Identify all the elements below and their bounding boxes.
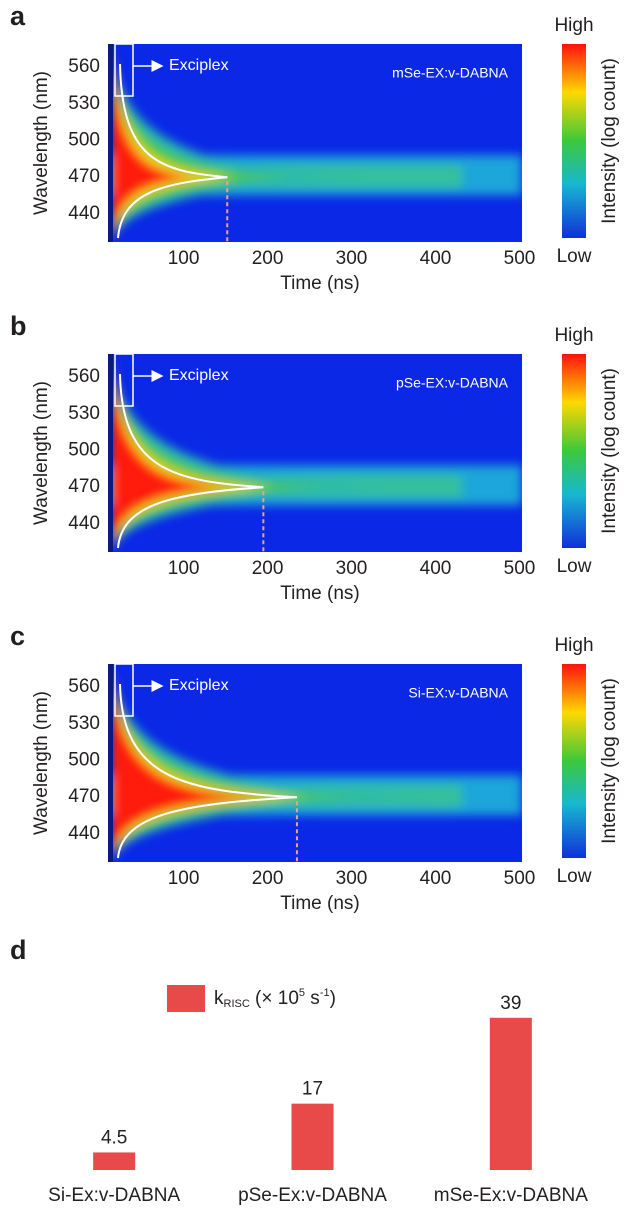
y-tick-label: 440 (68, 823, 100, 844)
heatmap-lobe (111, 44, 238, 242)
exciplex-box (114, 663, 134, 717)
colorbar-high: High (554, 635, 593, 656)
x-tick-label: 300 (336, 248, 368, 269)
colorbar-title: Intensity (log count) (599, 678, 620, 844)
bar (291, 1103, 334, 1170)
heatmap-edge (108, 354, 113, 552)
x-axis-title: Time (ns) (280, 583, 360, 604)
heatmap-edge (108, 44, 113, 242)
heatmap-lobe (111, 44, 198, 242)
x-tick-label: 500 (504, 868, 536, 889)
annotation: Exciplex (169, 57, 229, 74)
x-tick-label: 200 (252, 558, 284, 579)
legend-part: -1 (320, 987, 330, 999)
y-tick-label: 530 (68, 713, 100, 734)
heatmap-background (108, 44, 522, 242)
legend-label: kRISC (× 105 s-1) (214, 987, 336, 1010)
annotation: Exciplex (169, 367, 229, 384)
x-tick-label: Si-Ex:v-DABNA (48, 1185, 180, 1206)
legend-part: s (305, 988, 320, 1009)
bar (489, 1017, 532, 1170)
x-tick-label: 200 (252, 868, 284, 889)
x-axis-title: Time (ns) (280, 893, 360, 914)
x-axis-title: Time (ns) (280, 273, 360, 294)
colorbar (562, 44, 586, 238)
panel-label: c (10, 621, 25, 651)
y-tick-label: 560 (68, 366, 100, 387)
x-tick-label: 100 (168, 868, 200, 889)
y-tick-label: 470 (68, 476, 100, 497)
x-tick-label: 300 (336, 558, 368, 579)
heatmap-lobe (111, 354, 274, 552)
exciplex-box (114, 353, 134, 407)
heatmap (108, 664, 522, 862)
heatmap-cloud (108, 44, 522, 242)
colorbar-high: High (554, 15, 593, 36)
value-label: 39 (500, 993, 521, 1014)
panel-label: d (10, 935, 27, 965)
legend-swatch (167, 985, 205, 1012)
heatmap-lobe (111, 664, 267, 862)
colorbar-low: Low (557, 246, 592, 267)
y-tick-label: 440 (68, 203, 100, 224)
y-tick-label: 470 (68, 166, 100, 187)
y-tick-label: 470 (68, 786, 100, 807)
fit-curve (117, 683, 298, 859)
y-axis-title: Wavelength (nm) (31, 71, 52, 215)
x-tick-label: 100 (168, 248, 200, 269)
legend-part: (× 10 (250, 988, 299, 1009)
colorbar-low: Low (557, 556, 592, 577)
value-label: 4.5 (101, 1127, 127, 1148)
sample-label: pSe-EX:v-DABNA (396, 375, 509, 391)
y-tick-label: 500 (68, 440, 100, 461)
colorbar-title: Intensity (log count) (599, 368, 620, 534)
value-label: 17 (302, 1079, 323, 1100)
sample-label: mSe-EX:v-DABNA (392, 65, 509, 81)
x-tick-label: 400 (420, 248, 452, 269)
panel-label: b (10, 311, 27, 341)
colorbar-title: Intensity (log count) (599, 58, 620, 224)
colorbar (562, 354, 586, 548)
legend-part: 5 (299, 987, 305, 999)
heatmap (108, 354, 522, 552)
legend-part: k (214, 988, 224, 1009)
y-axis-title: Wavelength (nm) (31, 691, 52, 835)
fit-curve (117, 373, 264, 549)
y-tick-label: 440 (68, 513, 100, 534)
x-tick-label: 500 (504, 558, 536, 579)
y-tick-label: 560 (68, 56, 100, 77)
annotation: Exciplex (169, 677, 229, 694)
x-tick-label: 200 (252, 248, 284, 269)
y-axis-title: Wavelength (nm) (31, 381, 52, 525)
panel-label: a (10, 1, 26, 31)
y-tick-label: 500 (68, 130, 100, 151)
x-tick-label: pSe-Ex:v-DABNA (238, 1185, 387, 1206)
y-tick-label: 500 (68, 750, 100, 771)
heatmap (108, 44, 522, 242)
heatmap-lobe (111, 354, 334, 552)
colorbar-low: Low (557, 866, 592, 887)
y-tick-label: 530 (68, 93, 100, 114)
colorbar (562, 664, 586, 858)
heatmap-lobe (111, 44, 298, 242)
heatmap-edge (108, 664, 113, 862)
y-tick-label: 560 (68, 676, 100, 697)
x-tick-label: 400 (420, 558, 452, 579)
x-tick-label: 500 (504, 248, 536, 269)
x-tick-label: mSe-Ex:v-DABNA (434, 1185, 588, 1206)
x-tick-label: 100 (168, 558, 200, 579)
x-tick-label: 300 (336, 868, 368, 889)
bar (93, 1152, 136, 1170)
sample-label: Si-EX:v-DABNA (408, 685, 508, 701)
heatmap-lobe (111, 664, 307, 862)
legend-part: ) (330, 988, 336, 1009)
heatmap-lobe (111, 354, 234, 552)
fit-curve (117, 63, 228, 239)
y-tick-label: 530 (68, 403, 100, 424)
legend-part: RISC (224, 998, 250, 1010)
colorbar-high: High (554, 325, 593, 346)
x-tick-label: 400 (420, 868, 452, 889)
exciplex-box (114, 43, 134, 97)
